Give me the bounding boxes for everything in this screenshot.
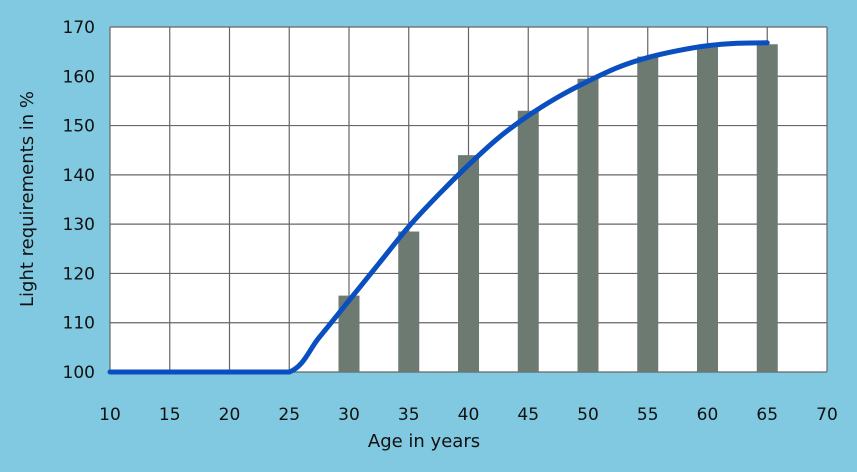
bar	[697, 46, 718, 372]
x-axis-label: Age in years	[368, 431, 480, 452]
bar	[398, 231, 420, 372]
x-tick-label: 70	[816, 405, 838, 425]
bar	[517, 110, 539, 373]
y-tick-label: 170	[63, 18, 95, 38]
x-tick-labels: 10 15 20 25 30 35 40 45 50 55 60 65 70	[99, 405, 838, 425]
x-tick-label: 65	[756, 405, 778, 425]
y-tick-label: 150	[63, 117, 95, 137]
y-tick-label: 110	[63, 314, 95, 334]
series-line	[107, 40, 770, 375]
x-tick-label: 20	[219, 405, 241, 425]
y-tick-labels: 100 110 120 130 140 150 160 170	[63, 18, 95, 383]
y-tick-label: 120	[63, 264, 95, 284]
y-tick-label: 140	[63, 166, 95, 186]
bars	[338, 44, 778, 373]
series-line-path	[107, 40, 770, 375]
y-tick-label: 160	[63, 67, 95, 87]
x-tick-label: 50	[577, 405, 599, 425]
x-tick-label: 40	[458, 405, 480, 425]
y-tick-label: 100	[63, 363, 95, 383]
bar	[338, 295, 360, 372]
x-tick-label: 25	[278, 405, 300, 425]
bar	[756, 44, 778, 372]
x-tick-label: 55	[637, 405, 659, 425]
y-axis-label: Light requirements in %	[17, 91, 38, 307]
x-tick-label: 45	[517, 405, 539, 425]
bar	[577, 78, 599, 372]
y-tick-label: 130	[63, 215, 95, 235]
x-tick-label: 15	[159, 405, 181, 425]
x-tick-label: 10	[99, 405, 121, 425]
x-tick-label: 30	[338, 405, 360, 425]
bar	[637, 56, 659, 372]
x-tick-label: 35	[398, 405, 420, 425]
bar	[458, 155, 479, 372]
x-tick-label: 60	[697, 405, 719, 425]
